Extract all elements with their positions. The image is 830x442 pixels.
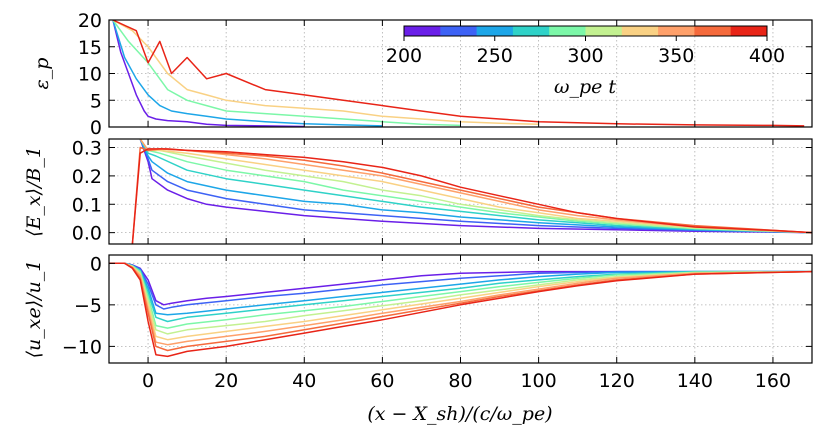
series-line-t222 xyxy=(109,262,812,310)
colorbar-tick-label: 400 xyxy=(749,45,785,67)
colorbar-tick-label: 200 xyxy=(386,45,422,67)
panel-uxe: −10 −5 0 ⟨u_xe⟩/u_1 xyxy=(23,253,813,364)
y-tick-label: 0 xyxy=(90,117,102,139)
y-tick-label: −10 xyxy=(62,336,102,358)
colorbar-segment xyxy=(404,26,441,36)
colorbar-segment xyxy=(730,26,768,36)
y-tick-label: 0 xyxy=(90,253,102,275)
ylabel-eps: ε_p xyxy=(31,58,53,90)
y-tick-label: 5 xyxy=(90,90,102,112)
series-line-t288 xyxy=(139,139,812,234)
series-line-t311 xyxy=(139,139,812,234)
y-tick-label: 0.0 xyxy=(72,223,102,245)
colorbar-label: ω_pe t xyxy=(554,76,616,98)
colorbar-segment xyxy=(621,26,659,36)
ylabel-uxe: ⟨u_xe⟩/u_1 xyxy=(23,260,45,359)
x-tick-label: 60 xyxy=(370,370,394,392)
colorbar: 200 250 300 350 400 ω_pe t xyxy=(386,25,785,98)
colorbar-segment xyxy=(549,26,586,36)
colorbar-segment xyxy=(440,26,478,36)
colorbar-tick-label: 250 xyxy=(477,45,513,67)
series-line-t244 xyxy=(139,139,812,234)
x-tick-label: 120 xyxy=(599,370,635,392)
x-tick-label: 140 xyxy=(677,370,713,392)
panel-eps: 0 5 10 15 20 ε_p xyxy=(31,10,813,139)
ylabel-ex: ⟨E_x⟩/B_1 xyxy=(23,146,45,237)
x-tick-label: 80 xyxy=(448,370,472,392)
colorbar-segment xyxy=(476,26,514,36)
x-axis-label: (x − X_sh)/(c/ω_pe) xyxy=(367,403,552,425)
x-tick-label: 40 xyxy=(292,370,316,392)
series-line-t200 xyxy=(139,139,812,234)
series-line-t200 xyxy=(109,262,812,306)
colorbar-tick-label: 350 xyxy=(658,45,694,67)
y-tick-label: 10 xyxy=(78,64,102,86)
y-tick-label: −5 xyxy=(74,295,102,317)
x-tick-label: 100 xyxy=(520,370,556,392)
y-tick-label: 15 xyxy=(78,37,102,59)
colorbar-segment xyxy=(585,26,623,36)
y-tick-label: 20 xyxy=(78,10,102,32)
panel-ex: 0.0 0.1 0.2 0.3 ⟨E_x⟩/B_1 xyxy=(23,138,813,245)
y-tick-label: 0.3 xyxy=(72,138,102,160)
series-line-t400 xyxy=(109,262,812,358)
series-line-t266 xyxy=(139,139,812,234)
colorbar-tick-label: 300 xyxy=(567,45,603,67)
colorbar-segment xyxy=(694,26,732,36)
y-tick-label: 0.2 xyxy=(72,166,102,188)
series-line-t333 xyxy=(139,139,812,234)
y-tick-label: 0.1 xyxy=(72,194,102,216)
x-tick-label: 160 xyxy=(755,370,791,392)
series-line-t222 xyxy=(139,139,812,234)
x-tick-label: 20 xyxy=(214,370,238,392)
series-line-t400 xyxy=(112,20,805,127)
colorbar-segment xyxy=(512,26,550,36)
series-line-t244 xyxy=(112,20,383,127)
series-line-t333 xyxy=(112,20,539,126)
x-tick-labels: 0 20 40 60 80 100 120 140 160 xyxy=(142,370,791,392)
colorbar-segment xyxy=(658,26,695,36)
x-tick-label: 0 xyxy=(142,370,154,392)
series-line-t400 xyxy=(131,148,812,244)
